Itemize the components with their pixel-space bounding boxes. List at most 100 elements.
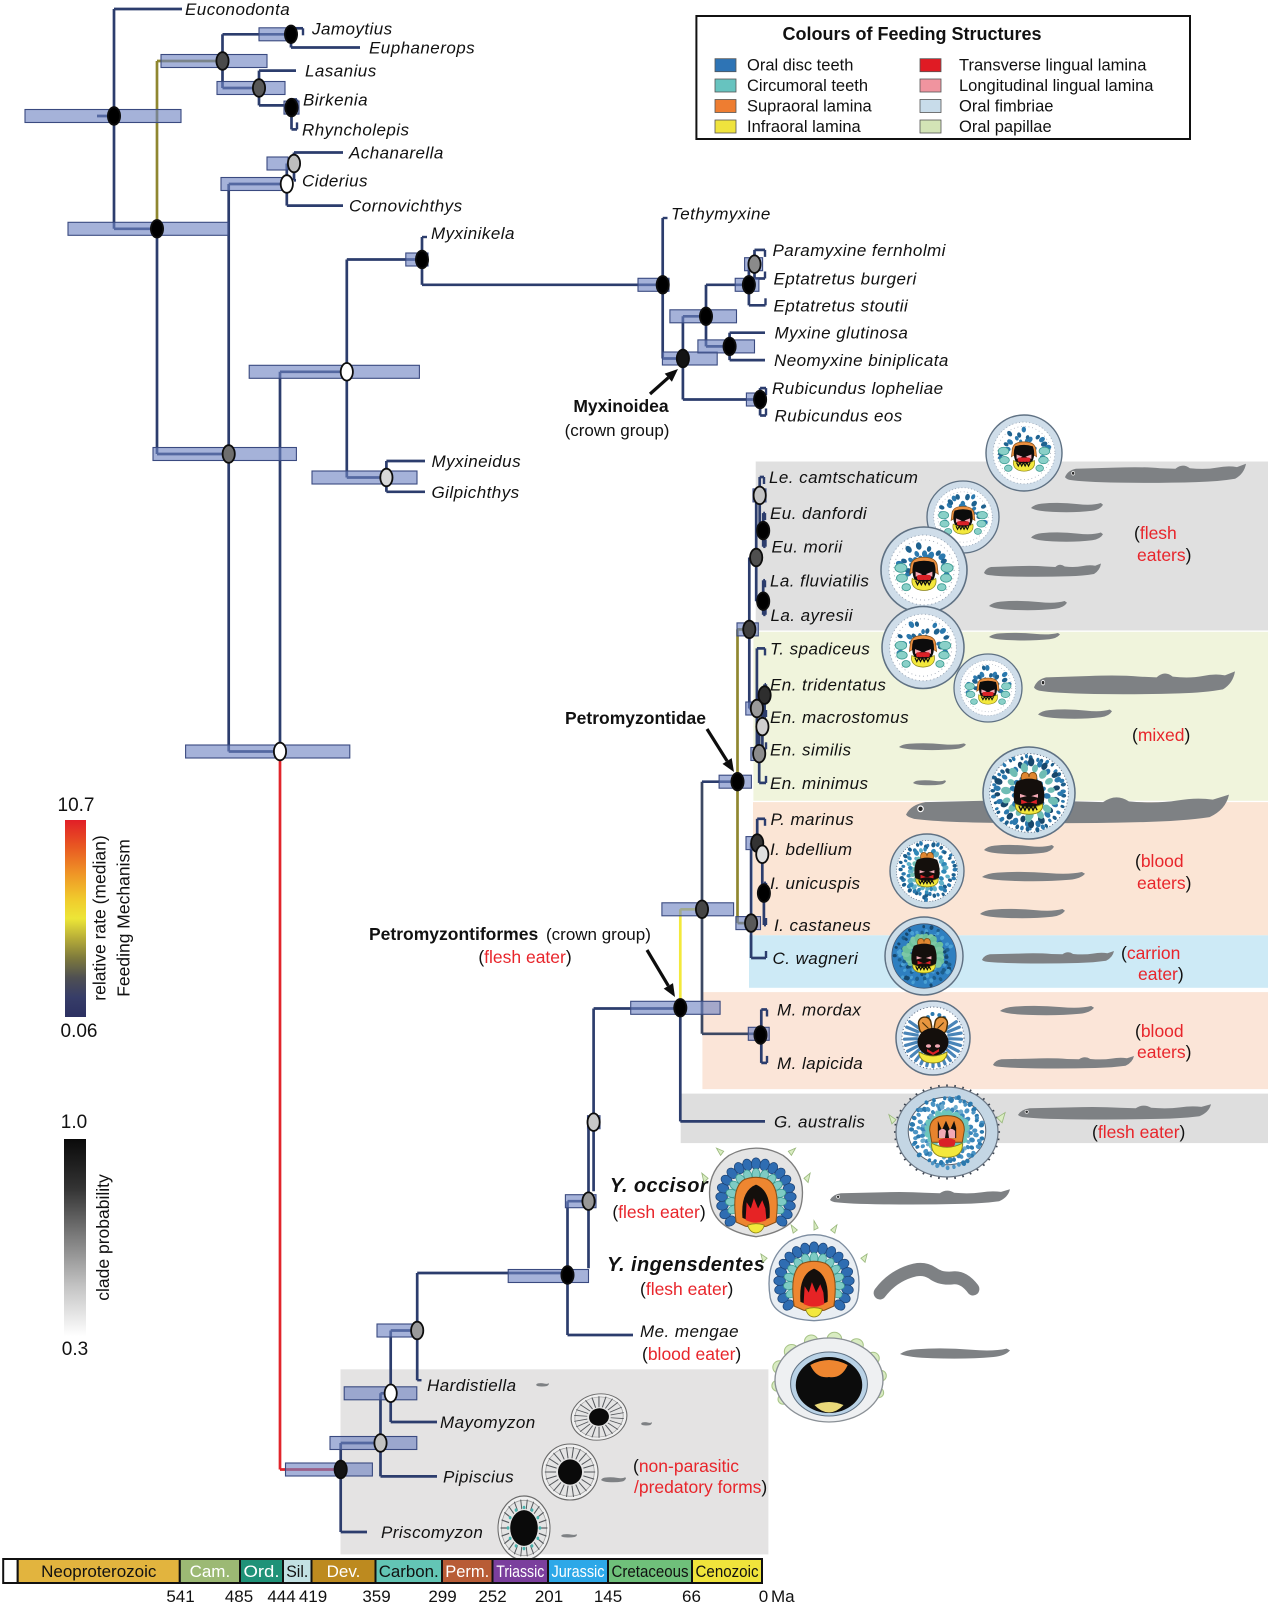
svg-text:Sil.: Sil. (286, 1562, 308, 1581)
svg-text:eaters): eaters) (1137, 1042, 1191, 1062)
svg-text:(carrion: (carrion (1121, 943, 1180, 963)
svg-text:Paramyxine fernholmi: Paramyxine fernholmi (773, 241, 947, 260)
svg-text:419: 419 (299, 1587, 327, 1606)
svg-text:444: 444 (267, 1587, 295, 1606)
svg-text:Euphanerops: Euphanerops (369, 39, 475, 58)
svg-text:En. macrostomus: En. macrostomus (770, 708, 909, 727)
svg-text:541: 541 (166, 1587, 194, 1606)
svg-text:Mayomyzon: Mayomyzon (440, 1413, 536, 1432)
svg-text:Supraoral lamina: Supraoral lamina (747, 98, 873, 116)
svg-text:Oral fimbriae: Oral fimbriae (959, 98, 1053, 116)
svg-text:eaters): eaters) (1137, 873, 1191, 893)
svg-text:Lasanius: Lasanius (305, 62, 377, 81)
svg-text:clade probability: clade probability (93, 1174, 113, 1301)
svg-text:eaters): eaters) (1137, 545, 1191, 565)
svg-text:Petromyzontiformes: Petromyzontiformes (369, 924, 538, 944)
svg-text:Tethymyxine: Tethymyxine (671, 205, 771, 224)
svg-text:Eptatretus stoutii: Eptatretus stoutii (774, 296, 909, 315)
svg-text:Transverse lingual lamina: Transverse lingual lamina (959, 57, 1147, 75)
svg-text:La. ayresii: La. ayresii (771, 606, 854, 625)
svg-text:relative rate (median): relative rate (median) (90, 835, 110, 1000)
svg-text:Euconodonta: Euconodonta (185, 0, 290, 19)
svg-text:1.0: 1.0 (61, 1112, 87, 1133)
svg-text:201: 201 (535, 1587, 563, 1606)
svg-text:(blood: (blood (1135, 1021, 1184, 1041)
svg-text:(crown group): (crown group) (546, 925, 651, 944)
svg-text:I. bdellium: I. bdellium (770, 840, 852, 859)
svg-text:Achanarella: Achanarella (348, 144, 444, 163)
svg-text:Y. ingensdentes: Y. ingensdentes (607, 1254, 765, 1276)
svg-text:(flesh eater): (flesh eater) (640, 1279, 733, 1299)
svg-text:Triassic: Triassic (496, 1562, 544, 1581)
svg-text:Me. mengae: Me. mengae (640, 1322, 739, 1341)
svg-text:(flesh eater): (flesh eater) (1092, 1122, 1185, 1142)
svg-text:Priscomyzon: Priscomyzon (381, 1523, 483, 1542)
svg-text:66: 66 (682, 1587, 701, 1606)
svg-text:Oral disc teeth: Oral disc teeth (747, 57, 853, 75)
svg-text:I. castaneus: I. castaneus (774, 916, 871, 935)
svg-text:Hardistiella: Hardistiella (427, 1376, 517, 1395)
svg-text:Eu. morii: Eu. morii (772, 538, 844, 557)
svg-text:En. minimus: En. minimus (770, 774, 869, 793)
svg-text:0.06: 0.06 (61, 1021, 98, 1042)
svg-text:P. marinus: P. marinus (771, 810, 855, 829)
svg-text:0: 0 (759, 1587, 768, 1606)
svg-text:Longitudinal lingual lamina: Longitudinal lingual lamina (959, 77, 1154, 95)
svg-text:(flesh eater): (flesh eater) (612, 1202, 705, 1222)
svg-text:Myxineidus: Myxineidus (432, 452, 522, 471)
svg-text:(blood: (blood (1135, 851, 1184, 871)
svg-text:Jamoytius: Jamoytius (311, 19, 393, 38)
svg-text:Petromyzontidae: Petromyzontidae (565, 708, 706, 728)
svg-text:(non-parasitic: (non-parasitic (633, 1456, 739, 1476)
svg-text:Carbon.: Carbon. (379, 1562, 439, 1581)
svg-text:0.3: 0.3 (62, 1339, 88, 1360)
svg-text:Rubicundus eos: Rubicundus eos (775, 407, 903, 426)
svg-text:T. spadiceus: T. spadiceus (770, 639, 870, 658)
svg-text:Cenozoic: Cenozoic (696, 1562, 759, 1581)
svg-text:Cretaceous: Cretaceous (612, 1562, 689, 1581)
svg-text:C. wagneri: C. wagneri (773, 949, 860, 968)
svg-text:Myxinikela: Myxinikela (431, 224, 515, 243)
svg-text:Ma: Ma (771, 1587, 795, 1606)
svg-text:Rubicundus lopheliae: Rubicundus lopheliae (772, 379, 944, 398)
svg-text:Feeding Mechanism: Feeding Mechanism (114, 839, 134, 997)
svg-text:Colours of Feeding Structures: Colours of Feeding Structures (782, 24, 1041, 44)
svg-text:299: 299 (428, 1587, 456, 1606)
svg-text:(crown group): (crown group) (565, 421, 670, 440)
svg-text:M. mordax: M. mordax (777, 1001, 861, 1020)
svg-text:(flesh: (flesh (1134, 523, 1177, 543)
svg-text:I. unicuspis: I. unicuspis (770, 874, 860, 893)
svg-text:M. lapicida: M. lapicida (777, 1054, 863, 1073)
svg-text:Circumoral teeth: Circumoral teeth (747, 77, 868, 95)
svg-text:En. tridentatus: En. tridentatus (770, 675, 886, 694)
svg-text:10.7: 10.7 (58, 795, 95, 816)
svg-text:Eu. danfordi: Eu. danfordi (770, 504, 868, 523)
svg-text:(mixed): (mixed) (1132, 725, 1190, 745)
svg-text:Rhyncholepis: Rhyncholepis (302, 120, 410, 139)
svg-text:/predatory forms): /predatory forms) (634, 1477, 767, 1497)
svg-text:Perm.: Perm. (445, 1562, 489, 1581)
svg-text:Le. camtschaticum: Le. camtschaticum (769, 468, 918, 487)
svg-text:359: 359 (362, 1587, 390, 1606)
svg-text:Dev.: Dev. (327, 1562, 361, 1581)
svg-text:Ciderius: Ciderius (302, 171, 368, 190)
svg-text:Birkenia: Birkenia (303, 91, 368, 110)
svg-text:Pipiscius: Pipiscius (443, 1467, 514, 1486)
svg-text:eater): eater) (1138, 964, 1184, 984)
svg-text:Cornovichthys: Cornovichthys (349, 197, 463, 216)
svg-text:Myxine glutinosa: Myxine glutinosa (775, 324, 909, 343)
svg-text:Neomyxine biniplicata: Neomyxine biniplicata (774, 351, 949, 370)
svg-text:Ord.: Ord. (244, 1562, 280, 1581)
svg-text:La. fluviatilis: La. fluviatilis (770, 571, 869, 590)
svg-text:Jurassic: Jurassic (552, 1562, 605, 1581)
svg-text:Neoproterozoic: Neoproterozoic (41, 1562, 157, 1581)
svg-text:Infraoral lamina: Infraoral lamina (747, 118, 862, 136)
svg-text:Y. occisor: Y. occisor (610, 1175, 709, 1197)
svg-text:252: 252 (478, 1587, 506, 1606)
svg-text:(flesh eater): (flesh eater) (478, 947, 571, 967)
svg-text:Eptatretus burgeri: Eptatretus burgeri (774, 270, 918, 289)
svg-text:(blood eater): (blood eater) (642, 1344, 741, 1364)
svg-text:Myxinoidea: Myxinoidea (573, 396, 669, 416)
svg-text:G. australis: G. australis (774, 1112, 865, 1131)
svg-text:En. similis: En. similis (770, 740, 852, 759)
